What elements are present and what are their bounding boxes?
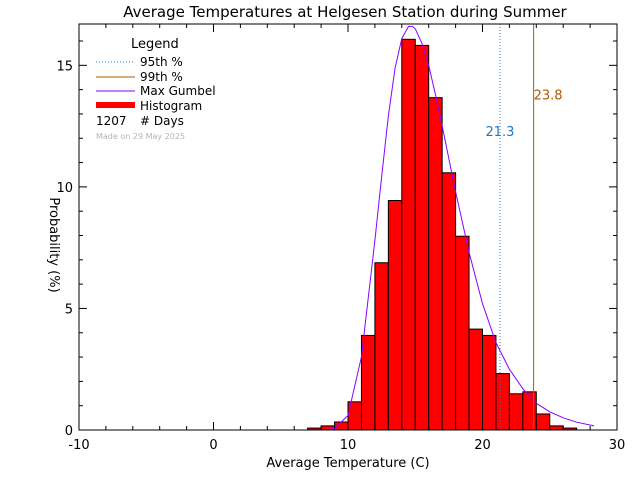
legend: Legend 95th % 99th % Max Gumbel Histogra… [96,37,216,141]
histogram-bar [482,334,497,431]
histogram-bar [522,391,537,431]
histogram-bar [455,235,470,431]
y-tick-label: 15 [56,59,73,74]
made-on-note: Made on 29 May 2025 [96,132,185,141]
legend-days-count: 1207 [96,114,127,128]
histogram-bar [334,421,349,431]
histogram-bar [401,38,416,431]
histogram-bar [508,393,524,431]
legend-swatch-histogram [96,102,135,108]
histogram-bar [374,262,389,431]
chart-title: Average Temperatures at Helgesen Station… [123,3,567,21]
histogram-bar [468,328,483,431]
x-tick-label: 0 [209,438,217,453]
histogram-bar [360,334,376,431]
histogram-bar [428,97,443,431]
legend-label-95th: 95th % [140,55,183,69]
histogram-bar [495,373,510,431]
y-axis-label: Probability (%) [46,197,61,292]
legend-label-gumbel: Max Gumbel [140,84,216,98]
percentile-99-label: 23.8 [534,88,563,103]
x-tick-label: 20 [474,438,491,453]
y-tick-label: 0 [65,424,73,439]
legend-label-histogram: Histogram [140,99,202,113]
histogram-bar [441,172,457,431]
y-tick-label: 5 [65,302,73,317]
histogram-bar [535,413,551,431]
histogram-bar [549,425,564,431]
x-tick-label: -10 [68,438,89,453]
percentile-95-label: 21.3 [486,125,515,140]
y-tick-label: 10 [56,181,73,196]
x-tick-label: 10 [340,438,357,453]
x-axis-label: Average Temperature (C) [266,456,429,471]
x-tick-label: 30 [609,438,626,453]
legend-days-label: # Days [140,114,184,128]
x-axis-ticks: -10 0 10 20 30 [68,24,625,453]
legend-label-99th: 99th % [140,70,183,84]
gumbel-curve [321,25,595,431]
histogram-bar [414,44,430,431]
legend-title: Legend [131,37,179,52]
histogram-bar [387,200,403,431]
y-axis-ticks: 0 5 10 15 [56,40,617,439]
